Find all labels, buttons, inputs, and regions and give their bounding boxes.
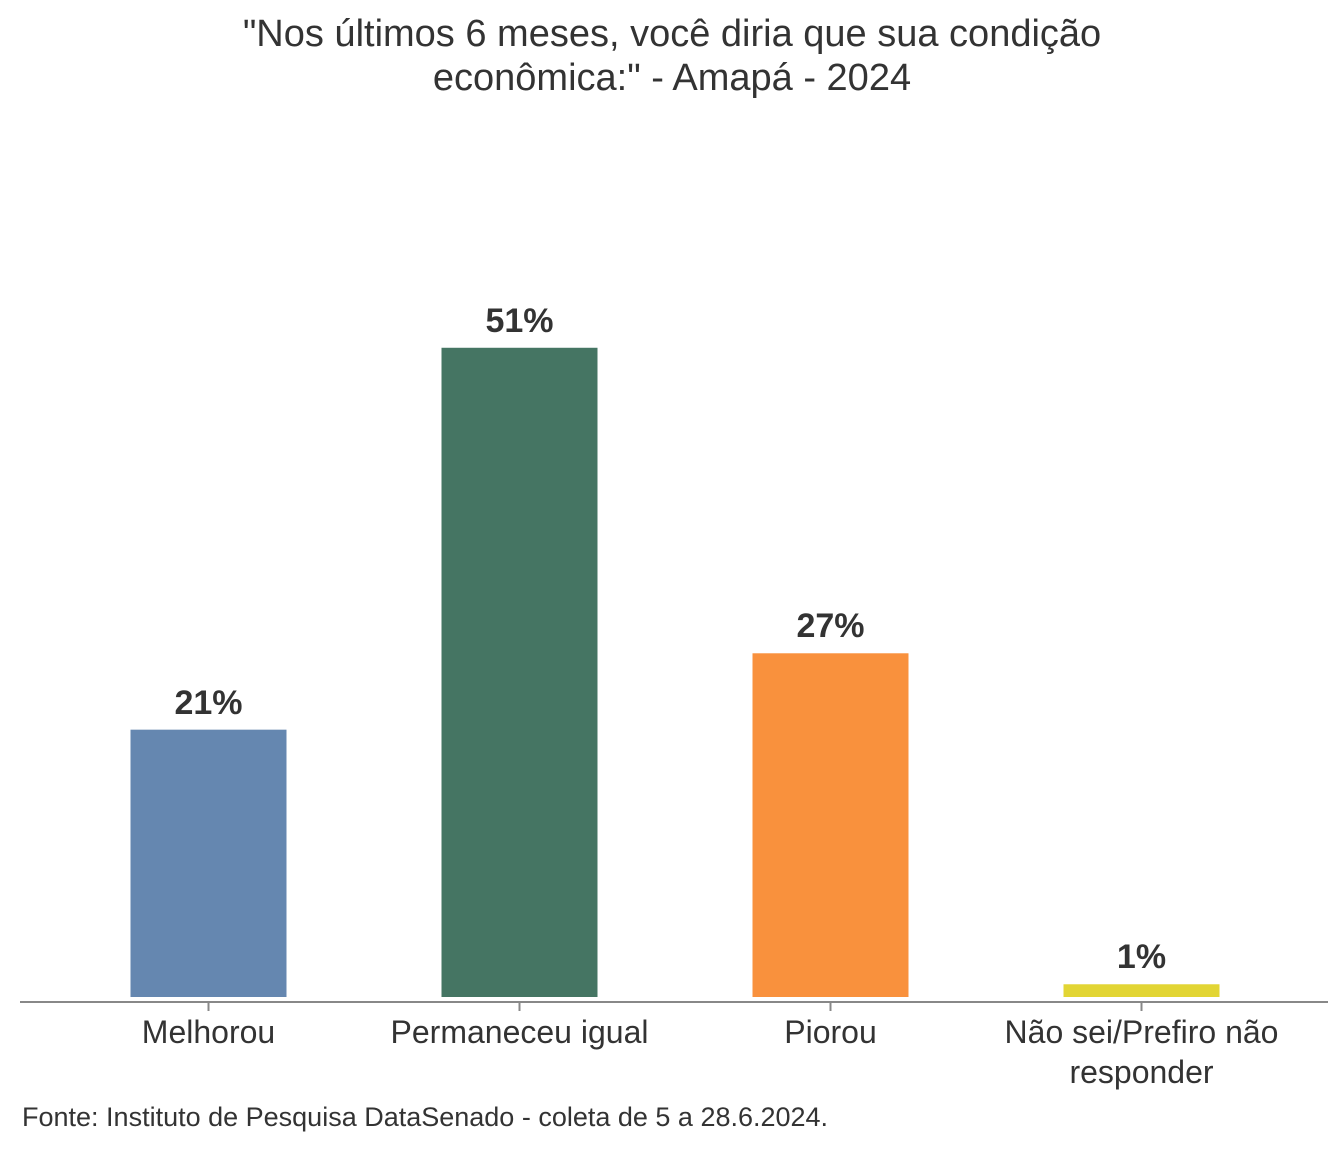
source-note: Fonte: Instituto de Pesquisa DataSenado … (22, 1102, 829, 1132)
bar (752, 653, 909, 997)
value-label: 1% (1116, 938, 1167, 977)
bar (441, 347, 598, 997)
chart-title: "Nos últimos 6 meses, você diria que sua… (242, 13, 1102, 99)
bar (1063, 984, 1220, 997)
x-tick-label: Piorou (784, 1014, 877, 1050)
x-tick-label: Permaneceu igual (390, 1014, 649, 1050)
value-label: 27% (796, 607, 865, 646)
x-tick-label: Melhorou (141, 1014, 276, 1050)
bar (130, 729, 287, 997)
x-tick-label: Não sei/Prefiro não responder (1004, 1014, 1279, 1090)
value-label: 51% (485, 301, 554, 340)
value-label: 21% (174, 683, 243, 722)
